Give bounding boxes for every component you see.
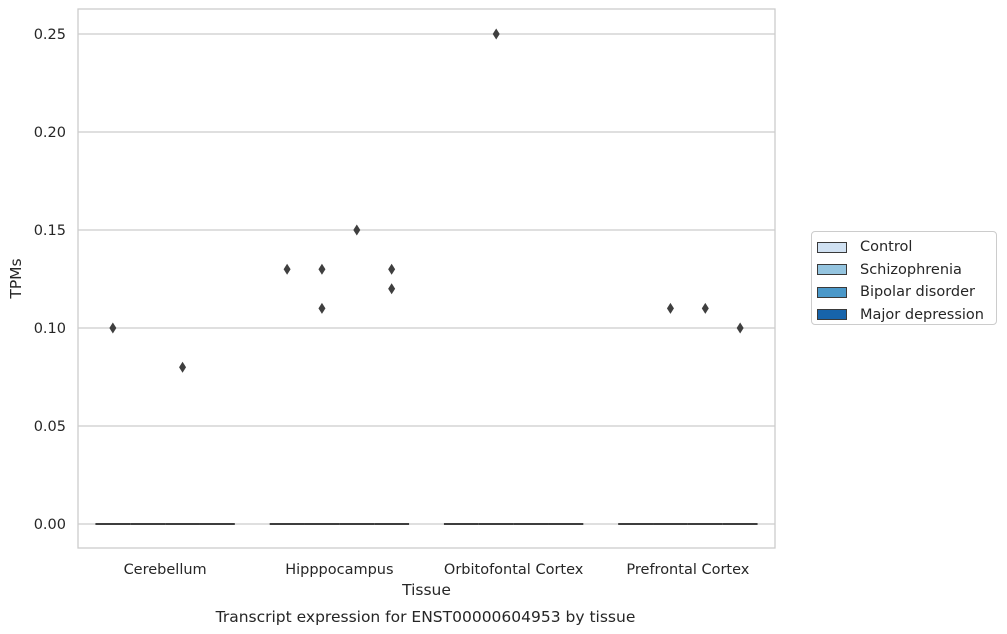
x-tick-label: Prefrontal Cortex <box>626 562 749 578</box>
x-tick-label: Hipppocampus <box>285 562 393 578</box>
outlier-point <box>353 224 361 236</box>
legend-item-control: Control <box>817 236 996 259</box>
outlier-point <box>388 283 396 295</box>
x-tick-label: Orbitofontal Cortex <box>444 562 584 578</box>
y-tick-label: 0.20 <box>34 125 66 141</box>
outlier-point <box>388 263 396 275</box>
legend-swatch <box>817 286 847 298</box>
legend-item-major-depression: Major depression <box>817 304 996 327</box>
chart-title: Transcript expression for ENST0000060495… <box>215 608 636 626</box>
outlier-point <box>492 28 500 40</box>
legend-label: Major depression <box>860 306 984 323</box>
y-tick-label: 0.00 <box>34 517 66 533</box>
y-tick-label: 0.25 <box>34 27 66 43</box>
outlier-point <box>318 263 326 275</box>
outlier-point <box>179 361 187 373</box>
outlier-point <box>666 302 674 314</box>
outlier-point <box>736 322 744 334</box>
y-tick-label: 0.05 <box>34 419 66 435</box>
outlier-point <box>318 302 326 314</box>
outlier-point <box>109 322 117 334</box>
x-tick-label: Cerebellum <box>124 562 207 578</box>
legend-label: Bipolar disorder <box>860 284 975 301</box>
y-tick-label: 0.10 <box>34 321 66 337</box>
outlier-point <box>701 302 709 314</box>
y-axis-label: TPMs <box>7 258 25 299</box>
plot-frame <box>77 8 776 549</box>
legend-label: Control <box>860 239 913 256</box>
x-axis-label: Tissue <box>401 581 451 599</box>
legend-swatch <box>817 309 847 321</box>
outlier-point <box>283 263 291 275</box>
y-tick-label: 0.15 <box>34 223 66 239</box>
legend: Control Schizophrenia Bipolar disorder M… <box>811 231 997 325</box>
legend-swatch <box>817 241 847 253</box>
legend-label: Schizophrenia <box>860 261 962 278</box>
legend-item-bipolar-disorder: Bipolar disorder <box>817 281 996 304</box>
legend-swatch <box>817 264 847 276</box>
legend-item-schizophrenia: Schizophrenia <box>817 259 996 282</box>
